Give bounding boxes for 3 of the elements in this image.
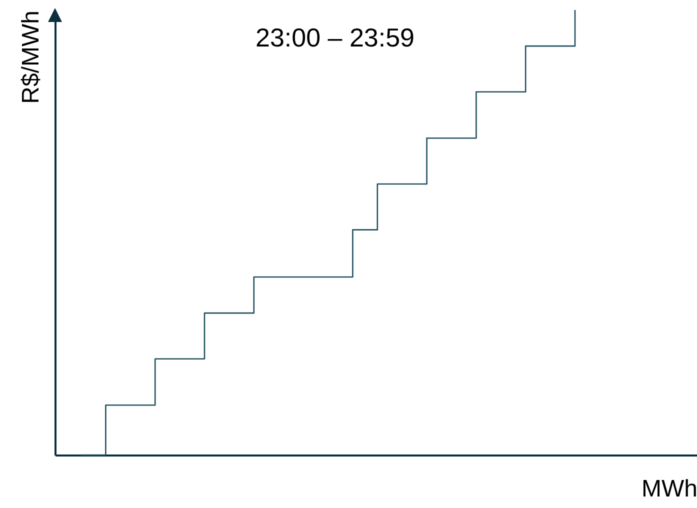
text: 23:00 – 23:59 — [255, 22, 415, 52]
x-axis-title: MWh — [642, 476, 697, 502]
y-axis-title: R$/MWh — [18, 10, 44, 104]
